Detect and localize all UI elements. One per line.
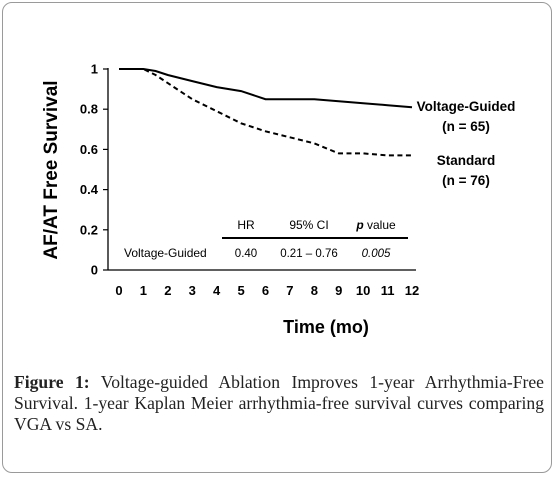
x-tick-label: 12 — [405, 283, 419, 298]
x-tick-label: 9 — [335, 283, 342, 298]
caption-label: Figure 1: — [14, 372, 90, 392]
series-label-name: Standard — [437, 153, 496, 168]
y-tick-label: 0.6 — [80, 142, 98, 157]
y-axis-title: AF/AT Free Survival — [41, 80, 62, 259]
x-tick-label: 2 — [164, 283, 171, 298]
x-tick-label: 10 — [356, 283, 370, 298]
labels-layer: Voltage-Guided (n = 65) Standard (n = 76) — [417, 99, 516, 188]
hazard-ratio-table: HR 95% CI p value Voltage-Guided 0.40 0.21 – … — [124, 218, 408, 260]
table-cell: 0.21 – 0.76 — [280, 248, 338, 260]
table-header: p value — [355, 218, 396, 232]
series-line-voltage-guided — [119, 68, 413, 109]
x-tick-label: 1 — [140, 283, 147, 298]
caption-text: Voltage-guided Ablation Improves 1-year … — [14, 372, 544, 434]
series-layer — [119, 68, 413, 157]
table-header: HR — [237, 218, 255, 232]
table-cell: 0.40 — [235, 248, 257, 260]
series-label-n: (n = 76) — [442, 173, 490, 188]
x-tick-label: 5 — [237, 283, 244, 298]
x-tick-label: 6 — [262, 283, 269, 298]
y-tick-label: 0.4 — [80, 182, 99, 197]
x-tick-label: 11 — [381, 283, 395, 298]
x-tick-label: 4 — [213, 283, 221, 298]
table-header: 95% CI — [289, 218, 328, 232]
table-cell: 0.005 — [362, 248, 391, 260]
series-line-standard — [119, 68, 412, 157]
y-tick-label: 0.2 — [80, 222, 98, 237]
y-tick-label: 0 — [91, 263, 98, 278]
table-row-label: Voltage-Guided — [124, 246, 207, 260]
x-tick-label: 3 — [189, 283, 196, 298]
x-axis-title: Time (mo) — [283, 317, 369, 337]
series-label-name: Voltage-Guided — [417, 99, 516, 114]
y-tick-label: 0.8 — [80, 102, 98, 117]
x-tick-label: 8 — [311, 283, 318, 298]
table-header-p-symbol: p — [355, 218, 363, 232]
table-header-p-rest: value — [364, 218, 396, 232]
figure-caption: Figure 1: Voltage-guided Ablation Improv… — [14, 372, 544, 435]
y-tick-label: 1 — [91, 62, 98, 77]
x-tick-label: 0 — [115, 283, 122, 298]
series-label-n: (n = 65) — [442, 119, 490, 134]
x-tick-label: 7 — [286, 283, 293, 298]
